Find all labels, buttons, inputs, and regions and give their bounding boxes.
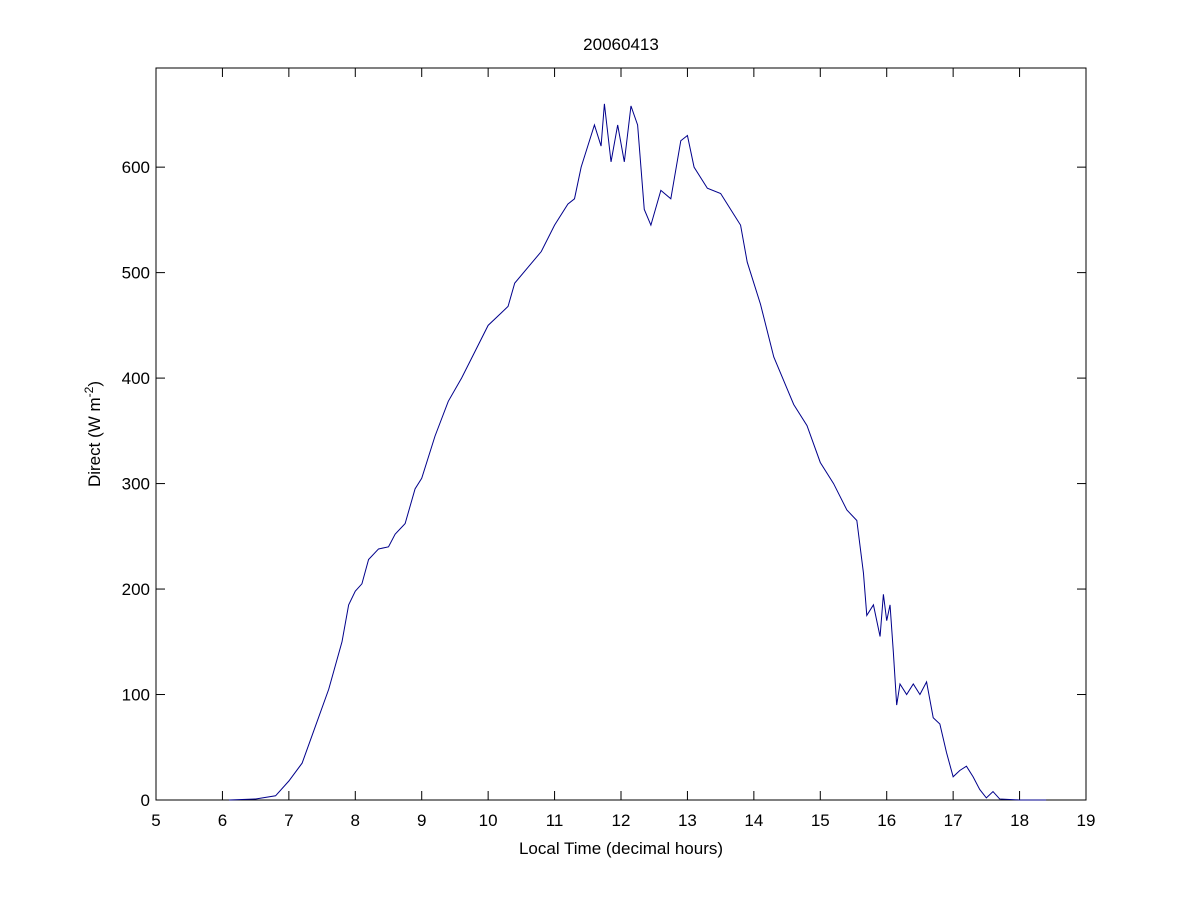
y-tick-label: 100 [122, 686, 150, 705]
x-tick-label: 5 [151, 811, 160, 830]
x-tick-label: 15 [811, 811, 830, 830]
x-tick-label: 16 [877, 811, 896, 830]
x-tick-label: 13 [678, 811, 697, 830]
y-tick-label: 600 [122, 158, 150, 177]
y-label-text: Direct (W m [85, 397, 104, 487]
x-tick-label: 18 [1010, 811, 1029, 830]
x-tick-label: 9 [417, 811, 426, 830]
x-tick-label: 14 [744, 811, 763, 830]
x-tick-label: 10 [479, 811, 498, 830]
x-tick-label: 8 [351, 811, 360, 830]
x-tick-label: 19 [1077, 811, 1096, 830]
x-axis-label: Local Time (decimal hours) [519, 839, 723, 858]
x-tick-label: 12 [612, 811, 631, 830]
y-tick-label: 500 [122, 264, 150, 283]
y-label-end: ) [85, 381, 104, 387]
y-axis-label: Direct (W m-2) [82, 381, 104, 487]
chart-title: 20060413 [583, 35, 659, 54]
x-tick-label: 7 [284, 811, 293, 830]
x-tick-label: 17 [944, 811, 963, 830]
y-tick-label: 0 [141, 791, 150, 810]
data-line [229, 103, 1047, 801]
x-tick-label: 6 [218, 811, 227, 830]
y-tick-label: 400 [122, 369, 150, 388]
y-tick-label: 300 [122, 475, 150, 494]
y-tick-label: 200 [122, 580, 150, 599]
y-label-sup: -2 [82, 386, 96, 397]
x-tick-label: 11 [546, 811, 564, 830]
